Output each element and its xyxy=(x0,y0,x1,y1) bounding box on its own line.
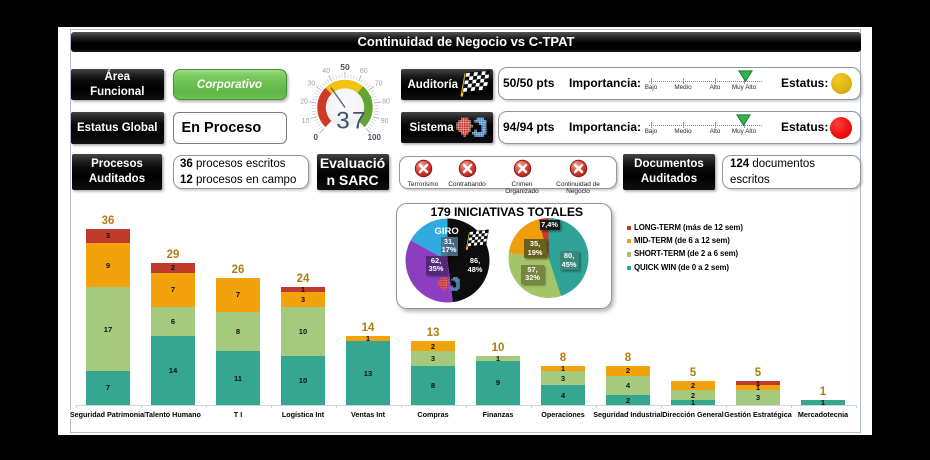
svg-text:90: 90 xyxy=(381,118,389,125)
svg-text:30: 30 xyxy=(308,81,316,88)
svg-text:50: 50 xyxy=(340,62,350,72)
svg-text:40: 40 xyxy=(322,68,330,75)
svg-text:80: 80 xyxy=(382,99,390,106)
svg-text:100: 100 xyxy=(368,133,382,142)
svg-text:10: 10 xyxy=(302,118,310,125)
svg-text:70: 70 xyxy=(375,81,383,88)
svg-text:37: 37 xyxy=(336,108,368,135)
svg-text:0: 0 xyxy=(313,133,318,142)
svg-text:60: 60 xyxy=(360,68,368,75)
svg-text:20: 20 xyxy=(300,99,308,106)
